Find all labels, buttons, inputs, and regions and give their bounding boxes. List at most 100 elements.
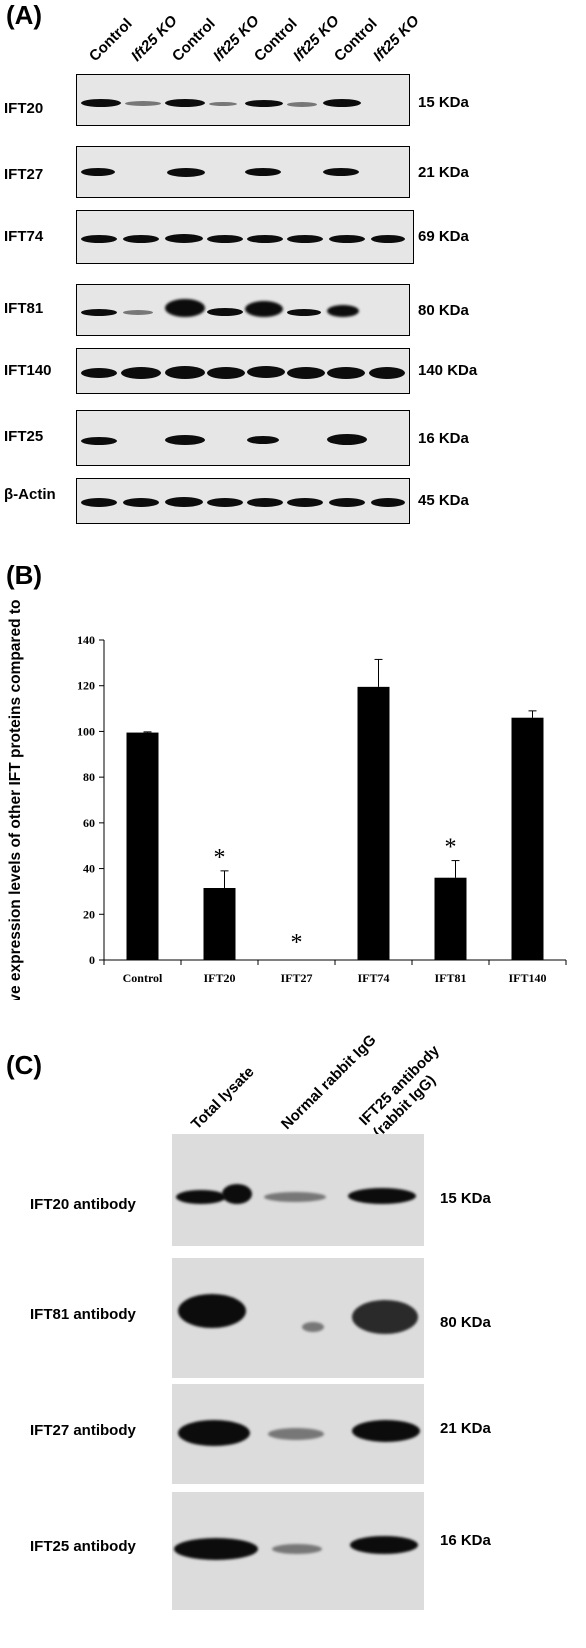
band [352,1420,420,1442]
bar-chart: Relative expression levels of other IFT … [7,600,567,1000]
y-tick-label: 100 [77,724,95,738]
band [327,305,359,317]
blot-label-ift27: IFT27 [4,166,44,183]
kda-ift74: 69 KDa [418,228,469,245]
x-tick-label: IFT74 [357,971,389,985]
x-tick-label: IFT27 [280,971,312,985]
band [81,498,117,507]
band [264,1192,326,1202]
axes: 0 20 40 60 80 100 120 140 Control IFT20 IFT27 IFT74… [77,633,567,985]
kda-c-ift81: 80 KDa [440,1314,491,1331]
band [81,309,117,316]
bar [357,686,390,960]
band [302,1322,324,1332]
band [287,309,321,316]
band [123,498,159,507]
significance-marker: * [291,930,303,956]
band [272,1544,322,1554]
band [209,102,237,106]
band [123,235,159,243]
c-lane-label-1: Total lysate [187,1063,258,1133]
y-tick-label: 80 [83,770,95,784]
band [81,168,115,176]
band [178,1294,246,1328]
x-tick-label: IFT140 [508,971,546,985]
kda-ift25: 16 KDa [418,430,469,447]
band [178,1420,250,1446]
y-tick-label: 40 [83,862,95,876]
y-tick-label: 140 [77,633,95,647]
significance-marker: * [445,835,457,861]
band [327,367,365,379]
band [245,100,283,107]
band [165,435,205,445]
x-tick-label: IFT81 [434,971,466,985]
blot-ift27 [76,146,410,198]
lane-label-8: Ift25 KO [369,12,423,66]
band [247,235,283,243]
y-tick-label: 20 [83,907,95,921]
band [352,1300,418,1334]
band [327,434,367,445]
c-blot-ift25 [172,1492,424,1610]
blot-ift74 [76,210,414,264]
kda-c-ift27: 21 KDa [440,1420,491,1437]
band [323,168,359,176]
band [167,168,205,177]
panel-c-letter: (C) [6,1050,43,1080]
band [222,1184,252,1204]
band [123,310,153,315]
band [165,497,203,507]
kda-c-ift20: 15 KDa [440,1190,491,1207]
band [329,235,365,243]
band [81,437,117,445]
x-tick-label: Control [123,971,163,985]
band [329,498,365,507]
band [371,498,405,507]
band [247,436,279,444]
c-label-ift20: IFT20 antibody [30,1196,136,1213]
band [369,367,405,379]
bar [126,732,159,960]
c-blot-ift20 [172,1134,424,1246]
kda-ift27: 21 KDa [418,164,469,181]
band [207,308,243,316]
bar [203,888,236,960]
band [323,99,361,107]
band [350,1536,418,1554]
band [165,234,203,243]
band [207,367,245,379]
y-tick-label: 120 [77,679,95,693]
blot-label-ift25: IFT25 [4,428,44,445]
blot-label-ift140: IFT140 [4,362,52,379]
band [371,235,405,243]
blot-ift25 [76,410,410,466]
band [165,99,205,107]
band [174,1538,258,1560]
band [247,366,285,378]
significance-marker: * [214,845,226,871]
band [287,235,323,243]
blot-label-ift20: IFT20 [4,100,44,117]
kda-ift81: 80 KDa [418,302,469,319]
band [287,367,325,379]
band [207,235,243,243]
band [176,1190,226,1204]
band [81,235,117,243]
c-blot-ift27 [172,1384,424,1484]
kda-c-ift25: 16 KDa [440,1532,491,1549]
kda-ift20: 15 KDa [418,94,469,111]
y-tick-label: 60 [83,816,95,830]
x-tick-label: IFT20 [203,971,235,985]
band [245,301,283,317]
y-tick-label: 0 [89,953,95,967]
band [81,368,117,378]
c-label-ift25: IFT25 antibody [30,1538,136,1555]
y-axis-label: Relative expression levels of other IFT … [7,600,24,1000]
bar [511,717,544,960]
blot-label-ift74: IFT74 [4,228,44,245]
blot-label-beta-actin: β-Actin [4,486,56,503]
kda-beta-actin: 45 KDa [418,492,469,509]
band [125,101,161,106]
bars: * * * [126,658,544,960]
